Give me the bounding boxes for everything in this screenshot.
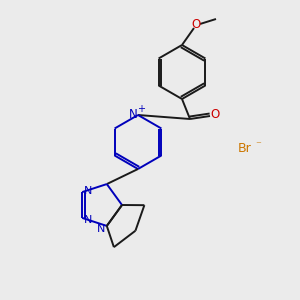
Text: O: O [210,109,220,122]
Text: N: N [84,215,92,225]
Text: N: N [97,224,105,234]
Text: O: O [191,19,201,32]
Text: +: + [137,104,145,114]
Text: N: N [84,186,92,196]
Text: Br: Br [238,142,252,154]
Text: ⁻: ⁻ [255,140,261,150]
Text: N: N [129,107,137,121]
